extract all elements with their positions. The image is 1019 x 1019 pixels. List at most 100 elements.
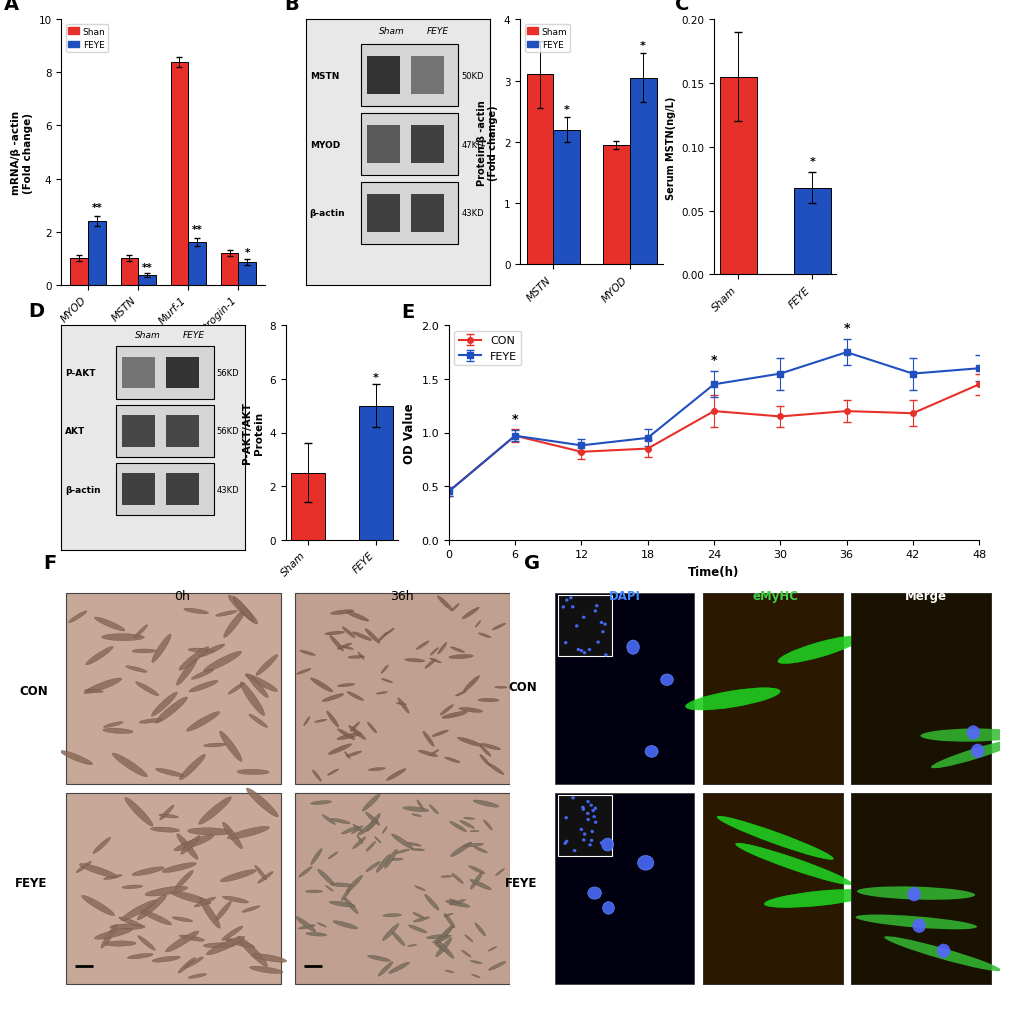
Ellipse shape [297,668,311,675]
Ellipse shape [470,830,479,833]
Bar [138,276,156,285]
Ellipse shape [122,886,143,889]
Bar [121,358,155,389]
Circle shape [586,818,589,821]
Ellipse shape [169,891,211,905]
Ellipse shape [470,961,482,964]
Ellipse shape [337,643,352,649]
Text: 36h: 36h [390,589,414,602]
Ellipse shape [199,797,231,824]
Circle shape [579,649,583,652]
Ellipse shape [124,798,153,826]
Ellipse shape [660,675,673,686]
Ellipse shape [228,596,258,625]
Circle shape [599,842,603,845]
Ellipse shape [151,692,177,716]
Ellipse shape [587,888,601,900]
Ellipse shape [329,636,343,651]
Ellipse shape [443,913,454,928]
Text: E: E [400,303,414,322]
Bar [366,126,399,163]
Bar [629,78,656,265]
Circle shape [573,849,576,852]
Ellipse shape [104,721,123,728]
Y-axis label: mRNA/β -actin
(Fold change): mRNA/β -actin (Fold change) [11,111,33,195]
Circle shape [588,844,591,847]
Bar [703,593,842,785]
Text: 50KD: 50KD [462,71,484,81]
Bar [166,474,199,505]
Circle shape [600,631,604,634]
Ellipse shape [441,711,467,718]
Bar [294,593,510,785]
Ellipse shape [423,732,434,747]
Circle shape [565,840,568,843]
Circle shape [599,622,602,625]
Bar [703,793,842,984]
Ellipse shape [382,914,401,917]
Ellipse shape [475,621,480,628]
Ellipse shape [132,867,164,875]
Bar [189,243,206,285]
Ellipse shape [382,826,387,834]
Circle shape [594,604,598,607]
Ellipse shape [450,604,459,611]
Ellipse shape [112,753,147,777]
Circle shape [593,807,596,810]
Bar [65,793,281,984]
Ellipse shape [415,886,425,891]
Ellipse shape [345,875,363,892]
Circle shape [603,848,607,851]
Ellipse shape [104,941,136,947]
Bar [853,595,908,656]
Ellipse shape [448,655,473,659]
Text: CON: CON [19,685,48,697]
Ellipse shape [189,681,218,692]
Circle shape [571,605,574,608]
Ellipse shape [155,768,183,776]
Ellipse shape [249,714,267,728]
Ellipse shape [219,732,242,761]
Ellipse shape [440,875,452,877]
Ellipse shape [341,826,359,835]
Text: *: * [710,354,716,367]
Ellipse shape [413,912,425,919]
Text: FEYE: FEYE [182,330,204,339]
Circle shape [586,800,589,803]
Y-axis label: Serum MSTN(ng/L): Serum MSTN(ng/L) [665,96,675,200]
Bar [294,793,510,984]
Text: *: * [640,41,645,51]
Ellipse shape [237,936,267,967]
Ellipse shape [411,849,424,851]
Ellipse shape [189,648,215,653]
Ellipse shape [451,873,463,883]
Ellipse shape [86,647,113,665]
Ellipse shape [475,923,485,936]
Ellipse shape [389,858,403,861]
Ellipse shape [165,931,199,952]
Ellipse shape [449,821,466,832]
Ellipse shape [341,887,352,901]
Ellipse shape [919,729,1019,742]
Ellipse shape [449,899,462,905]
Ellipse shape [347,656,365,658]
Ellipse shape [384,850,397,868]
Ellipse shape [716,816,833,860]
Ellipse shape [247,675,268,698]
Bar [553,130,580,265]
Ellipse shape [435,937,451,957]
Circle shape [582,839,585,842]
Ellipse shape [203,651,242,673]
Ellipse shape [374,837,380,843]
Ellipse shape [221,926,243,941]
Ellipse shape [236,769,269,774]
Bar [851,593,989,785]
Ellipse shape [127,954,153,959]
Ellipse shape [436,925,453,944]
Bar [793,189,830,275]
Ellipse shape [434,943,448,953]
Ellipse shape [480,744,500,750]
Ellipse shape [82,896,114,916]
Bar [116,346,213,399]
Ellipse shape [488,947,496,951]
